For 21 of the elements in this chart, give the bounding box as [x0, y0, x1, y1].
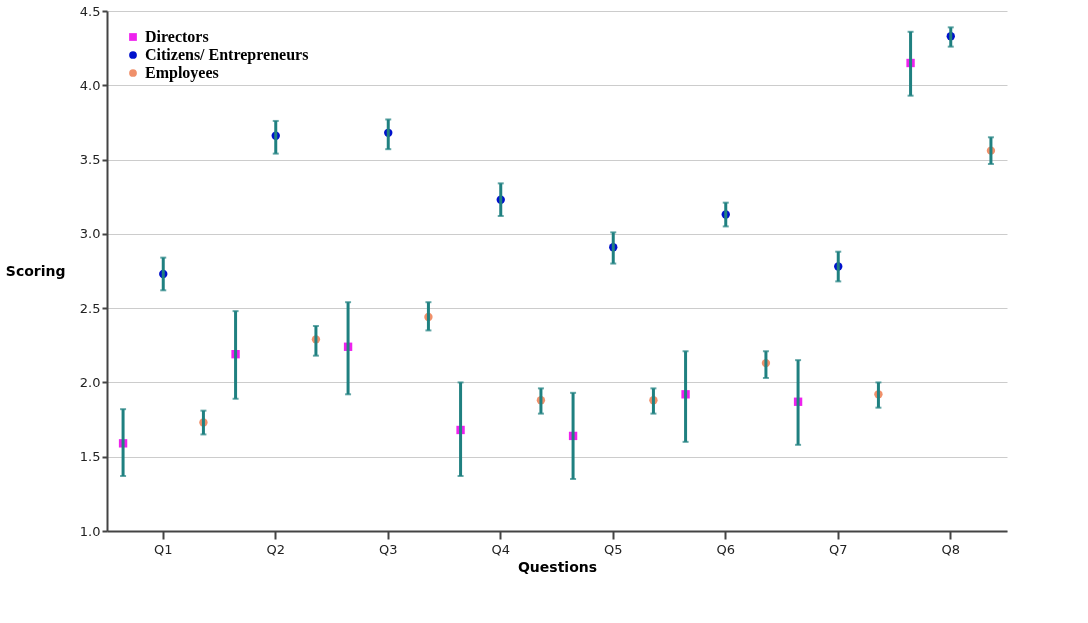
y-tick-label: 1.0 — [79, 523, 101, 539]
x-tick-label: Q3 — [378, 541, 398, 557]
y-axis-title: Scoring — [5, 262, 66, 279]
y-tick-label: 2.5 — [79, 300, 101, 316]
legend-label: Employees — [145, 64, 219, 82]
x-tick-label: Q7 — [828, 541, 848, 557]
y-tick-label: 4.5 — [79, 3, 101, 19]
x-tick-label: Q4 — [491, 541, 511, 557]
legend-label: Directors — [145, 28, 209, 45]
x-tick-label: Q2 — [266, 541, 286, 557]
x-tick-label: Q8 — [941, 541, 961, 557]
x-tick-label: Q5 — [603, 541, 623, 557]
x-tick-label: Q6 — [716, 541, 736, 557]
y-tick-label: 2.0 — [79, 374, 101, 390]
x-axis-title: Questions — [517, 558, 598, 575]
legend-label: Citizens/ Entrepreneurs — [145, 46, 309, 64]
y-tick-label: 4.0 — [79, 77, 101, 93]
y-tick-label: 1.5 — [79, 449, 101, 465]
y-tick-label: 3.0 — [79, 226, 101, 242]
y-tick-label: 3.5 — [79, 152, 101, 168]
x-tick-label: Q1 — [153, 541, 173, 557]
